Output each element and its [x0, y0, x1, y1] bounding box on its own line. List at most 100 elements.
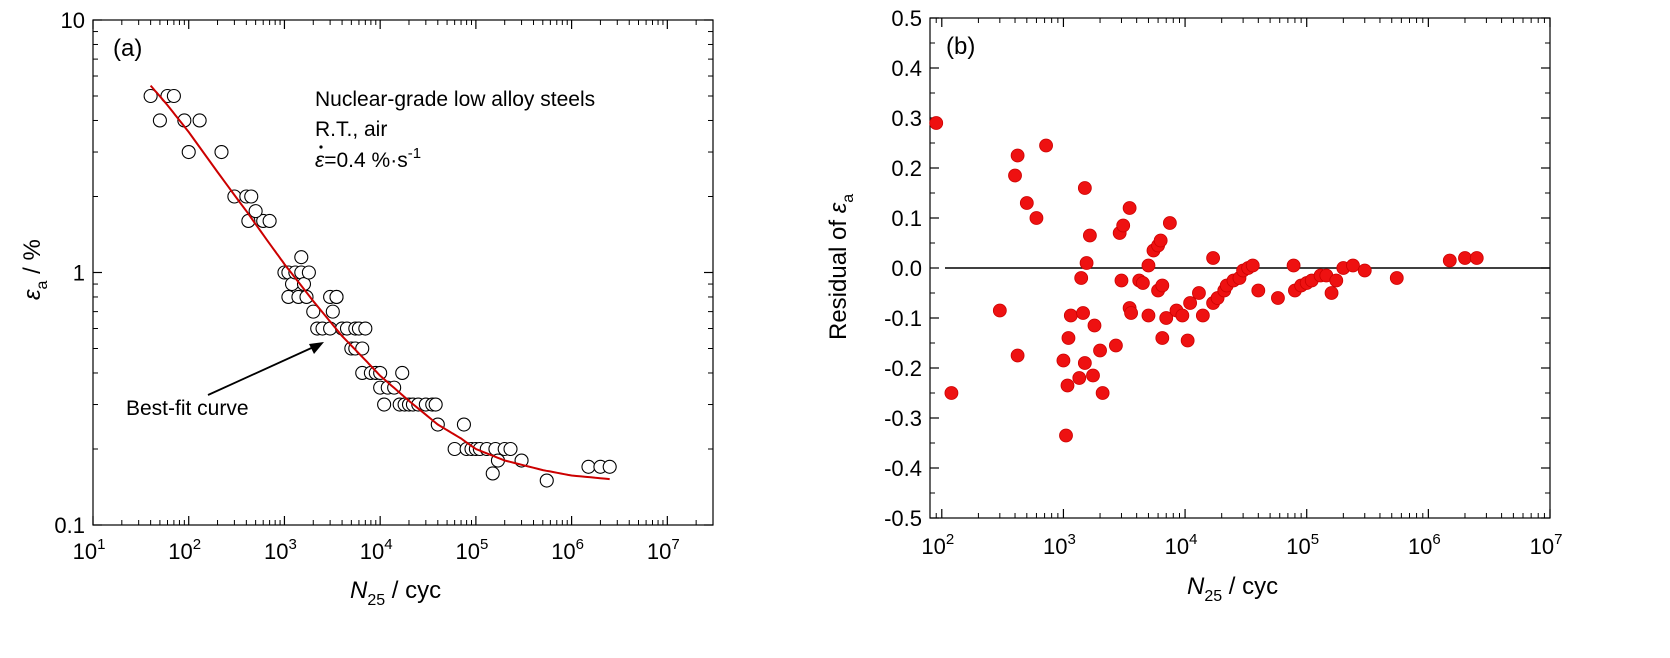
residual-point [1442, 253, 1457, 268]
data-point-a [192, 113, 207, 128]
residual-point [1093, 343, 1107, 358]
residual-point [1286, 258, 1301, 273]
x-tick-label-a: 103 [264, 536, 297, 564]
residual-point [992, 303, 1007, 318]
x-tick-label-b: 107 [1530, 531, 1563, 559]
data-point-a [143, 88, 158, 104]
y-tick-label-b: 0.5 [891, 6, 922, 31]
residual-point [1077, 356, 1092, 370]
annotation-material: Nuclear-grade low alloy steels [315, 88, 595, 111]
residual-point [1087, 318, 1102, 333]
axis-ticks-b [929, 17, 1551, 519]
residual-point [1079, 256, 1094, 270]
data-point-a [539, 473, 554, 488]
best-fit-curve [149, 84, 610, 481]
strain-rate-dot-accent [319, 145, 323, 149]
x-tick-label-a: 105 [455, 536, 488, 564]
residual-point [1114, 273, 1129, 288]
data-point-a [301, 265, 316, 280]
x-tick-label-a: 107 [647, 536, 680, 564]
data-point-a [503, 441, 518, 457]
strain-rate-symbol: ε [315, 149, 325, 172]
residual-point [1192, 286, 1206, 300]
residual-point [1175, 308, 1190, 323]
residual-point [1056, 353, 1071, 368]
x-tick-label-b: 102 [921, 531, 954, 559]
residual-point [1183, 296, 1198, 310]
residual-point [1324, 286, 1339, 300]
residual-point [1159, 311, 1174, 325]
data-point-a [262, 213, 277, 229]
x-tick-label-b: 104 [1165, 531, 1198, 559]
y-tick-label-b: 0.4 [891, 56, 922, 81]
residual-point [1251, 283, 1266, 298]
residual-point [1008, 168, 1022, 183]
y-tick-label-b: 0.1 [891, 206, 922, 231]
residual-point [1271, 291, 1285, 305]
x-tick-label-b: 103 [1043, 531, 1076, 559]
data-point-a [485, 466, 500, 481]
data-point-a [447, 441, 462, 457]
data-point-a [428, 397, 443, 412]
x-tick-label-a: 102 [168, 536, 201, 564]
x-tick-label-a: 101 [73, 536, 106, 564]
residual-point [1077, 181, 1092, 195]
residual-point [1153, 233, 1168, 248]
residual-point [1180, 333, 1195, 348]
y-tick-label-a: 0.1 [54, 513, 85, 538]
residual-point [944, 386, 959, 400]
axis-ticks-a [92, 19, 714, 526]
residual-point [1357, 263, 1372, 278]
best-fit-arrow [207, 344, 319, 396]
residual-point [1086, 368, 1100, 383]
residual-point [1135, 276, 1150, 290]
residual-point [1116, 218, 1131, 233]
annotation-strain-rate: ε=0.4 %·s-1 [315, 145, 421, 172]
residual-point [1206, 251, 1221, 265]
annotation-condition: R.T., air [315, 118, 387, 141]
arrow-head-icon [309, 342, 324, 354]
residual-point [1195, 308, 1210, 323]
residual-point [1155, 331, 1170, 345]
data-point-a [244, 189, 259, 204]
data-point-a [373, 365, 388, 381]
y-tick-label-b: -0.3 [884, 406, 922, 431]
y-tick-label-b: 0.3 [891, 106, 922, 131]
residual-point [1039, 138, 1053, 153]
x-tick-label-b: 105 [1286, 531, 1319, 559]
residual-point [1458, 251, 1472, 265]
residual-point [929, 116, 944, 130]
residual-point [1060, 378, 1075, 393]
residual-point [1019, 196, 1034, 210]
data-point-a [248, 204, 263, 219]
x-axis-title-b: N25 / cyc [1187, 573, 1278, 605]
data-point-a [152, 113, 167, 128]
residual-point [1076, 306, 1090, 320]
y-tick-label-b: -0.2 [884, 356, 922, 381]
residual-point [1029, 211, 1044, 225]
x-axis-title-a: N25 / cyc [350, 577, 441, 609]
data-point-a [181, 144, 196, 160]
y-tick-label-b: 0.2 [891, 156, 922, 181]
y-tick-label-b: -0.5 [884, 506, 922, 531]
y-tick-label-a: 10 [61, 8, 85, 33]
x-tick-labels-a: 101 102 103 104 105 106 107 [73, 536, 680, 564]
data-point-a [294, 250, 309, 265]
residual-point [1082, 228, 1097, 243]
residual-point [1329, 273, 1344, 288]
residual-point [1095, 386, 1110, 400]
residual-point [1141, 308, 1156, 323]
data-point-a [602, 459, 617, 474]
panel-label-b: (b) [946, 33, 975, 60]
x-tick-label-a: 106 [551, 536, 584, 564]
data-point-a [355, 341, 370, 356]
residual-point [1061, 331, 1076, 345]
data-point-a [325, 304, 340, 319]
residual-point [1010, 348, 1025, 363]
data-point-a [377, 397, 392, 412]
residual-point [1389, 271, 1404, 285]
residual-point [1122, 201, 1137, 215]
panel-a: 101 102 103 104 105 106 107 0.1 1 10 (a) Nuclear… [19, 8, 714, 609]
panel-label-a: (a) [113, 35, 142, 62]
